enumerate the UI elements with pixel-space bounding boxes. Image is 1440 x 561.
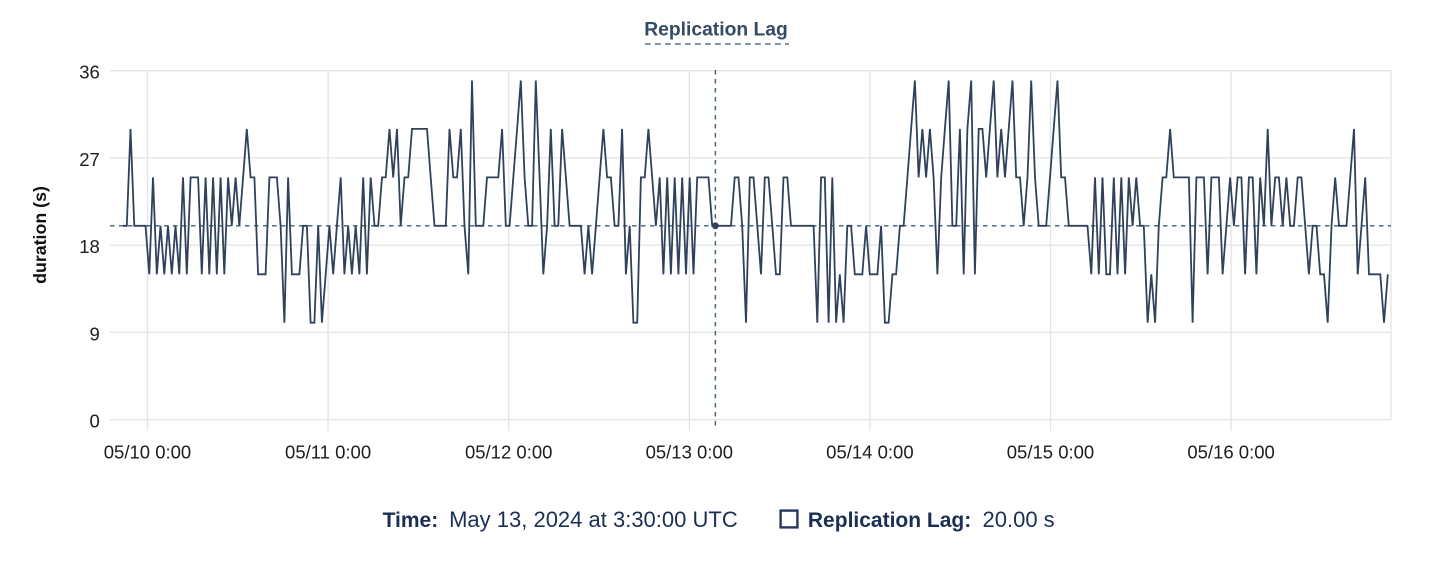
svg-text:05/13 0:00: 05/13 0:00 xyxy=(646,442,733,463)
svg-text:05/12 0:00: 05/12 0:00 xyxy=(465,442,552,463)
svg-text:18: 18 xyxy=(79,236,100,257)
svg-text:20.00 s: 20.00 s xyxy=(983,507,1055,532)
svg-text:05/15 0:00: 05/15 0:00 xyxy=(1007,442,1094,463)
svg-text:05/11 0:00: 05/11 0:00 xyxy=(285,442,371,463)
svg-text:05/16 0:00: 05/16 0:00 xyxy=(1187,442,1274,463)
svg-text:Time:: Time: xyxy=(383,509,439,532)
svg-text:05/14 0:00: 05/14 0:00 xyxy=(826,442,913,463)
svg-text:05/10 0:00: 05/10 0:00 xyxy=(104,442,191,463)
svg-text:Replication Lag:: Replication Lag: xyxy=(808,509,971,532)
svg-text:0: 0 xyxy=(90,411,100,432)
svg-text:9: 9 xyxy=(90,323,100,344)
svg-text:May 13, 2024 at 3:30:00 UTC: May 13, 2024 at 3:30:00 UTC xyxy=(449,507,738,532)
svg-text:Replication Lag: Replication Lag xyxy=(644,19,788,40)
svg-text:duration (s): duration (s) xyxy=(30,186,50,284)
svg-text:36: 36 xyxy=(79,62,100,83)
svg-text:27: 27 xyxy=(79,149,100,170)
